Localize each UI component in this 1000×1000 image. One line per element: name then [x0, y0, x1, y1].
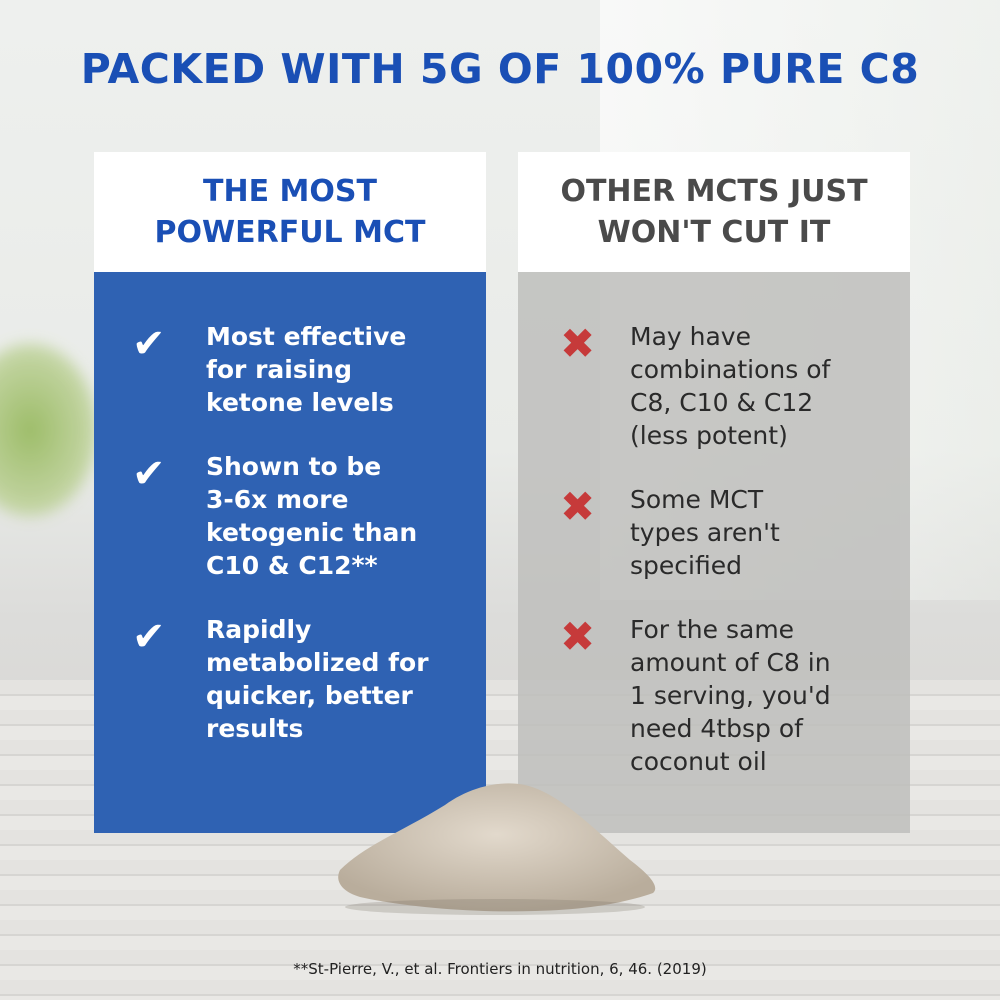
item-text: Shown to be 3-6x more ketogenic than C10…: [206, 452, 418, 580]
item-text: Most effective for raising ketone levels: [206, 322, 407, 417]
item-text: Rapidly metabolized for quicker, better …: [206, 615, 429, 743]
item-text: May have combinations of C8, C10 & C12 (…: [630, 322, 831, 450]
checkmark-icon: ✔: [132, 614, 166, 660]
x-mark-icon: ✖: [560, 482, 596, 531]
page-title: PACKED WITH 5G OF 100% PURE C8: [80, 45, 920, 93]
x-mark-icon: ✖: [560, 612, 596, 661]
item-text: For the same amount of C8 in 1 serving, …: [630, 615, 831, 776]
citation: **St-Pierre, V., et al. Frontiers in nut…: [293, 960, 707, 978]
c8-benefits-card: THE MOST POWERFUL MCT ✔ Most effective f…: [94, 152, 486, 833]
x-mark-icon: ✖: [560, 319, 596, 368]
drawbacks-list: ✖ May have combinations of C8, C10 & C12…: [518, 272, 910, 833]
card-heading: THE MOST POWERFUL MCT: [94, 152, 486, 272]
background-plant: [0, 340, 100, 520]
powder-pile-image: [338, 783, 656, 915]
other-mcts-card: OTHER MCTS JUST WON'T CUT IT ✖ May have …: [518, 152, 910, 833]
card-heading: OTHER MCTS JUST WON'T CUT IT: [518, 152, 910, 272]
item-text: Some MCT types aren't specified: [630, 485, 780, 580]
checkmark-icon: ✔: [132, 451, 166, 497]
checkmark-icon: ✔: [132, 321, 166, 367]
benefits-list: ✔ Most effective for raising ketone leve…: [94, 272, 486, 833]
